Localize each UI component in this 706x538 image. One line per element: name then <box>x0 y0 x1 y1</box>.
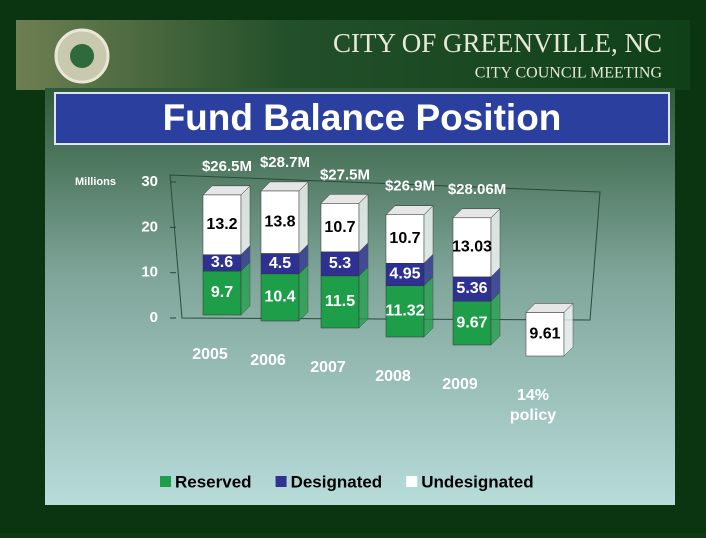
value-label: 10.4 <box>264 289 295 306</box>
value-label: 4.95 <box>389 266 420 283</box>
value-label: 5.3 <box>329 255 351 272</box>
slide: CITY OF GREENVILLE, NC CITY COUNCIL MEET… <box>0 0 706 533</box>
city-seal-center <box>70 44 94 68</box>
y-tick-label: 10 <box>141 264 158 281</box>
chart-title: Fund Balance Position <box>163 97 562 138</box>
legend-label: Reserved <box>175 472 252 491</box>
total-label: $28.7M <box>260 154 310 171</box>
x-tick-label: 2006 <box>250 352 286 369</box>
legend-swatch <box>276 476 287 487</box>
value-label: 5.36 <box>456 280 487 297</box>
value-label: 10.7 <box>324 219 355 236</box>
bar-side <box>359 194 368 252</box>
total-label: $26.5M <box>202 158 252 175</box>
y-tick-label: 30 <box>141 173 158 190</box>
legend-label: Undesignated <box>421 472 533 491</box>
value-label: 4.5 <box>269 255 291 272</box>
bar-side <box>424 206 433 264</box>
value-label: 10.7 <box>389 230 420 247</box>
bar-side <box>359 267 368 328</box>
y-tick-label: 20 <box>141 218 158 235</box>
meeting-name: CITY COUNCIL MEETING <box>475 65 663 82</box>
total-label: $26.9M <box>385 178 435 195</box>
x-tick-label: 2008 <box>375 368 411 385</box>
value-label: 13.2 <box>206 216 237 233</box>
total-label: $27.5M <box>320 166 370 183</box>
x-tick-label: 2009 <box>442 376 478 393</box>
y-tick-label: 0 <box>150 309 158 326</box>
value-label: 11.5 <box>325 293 355 310</box>
city-name: CITY OF GREENVILLE, NC <box>333 28 662 58</box>
value-label: 9.61 <box>529 325 560 342</box>
bar-side <box>299 182 308 254</box>
bar-side <box>299 265 308 321</box>
legend-label: Designated <box>291 472 383 491</box>
bar-side <box>241 186 250 255</box>
y-axis-label: Millions <box>75 176 116 188</box>
value-label: 13.03 <box>452 239 492 256</box>
value-label: 13.8 <box>264 213 295 230</box>
value-label: 3.6 <box>211 254 233 271</box>
total-label: $28.06M <box>448 181 506 198</box>
legend-swatch <box>406 476 417 487</box>
x-tick-label: 2007 <box>310 359 346 376</box>
value-label: 9.7 <box>211 284 233 301</box>
value-label: 9.67 <box>456 314 487 331</box>
bar-side <box>491 209 500 277</box>
value-label: 11.32 <box>385 303 424 320</box>
bar-side <box>424 277 433 337</box>
x-tick-label: 2005 <box>192 346 228 363</box>
legend-swatch <box>160 476 171 487</box>
